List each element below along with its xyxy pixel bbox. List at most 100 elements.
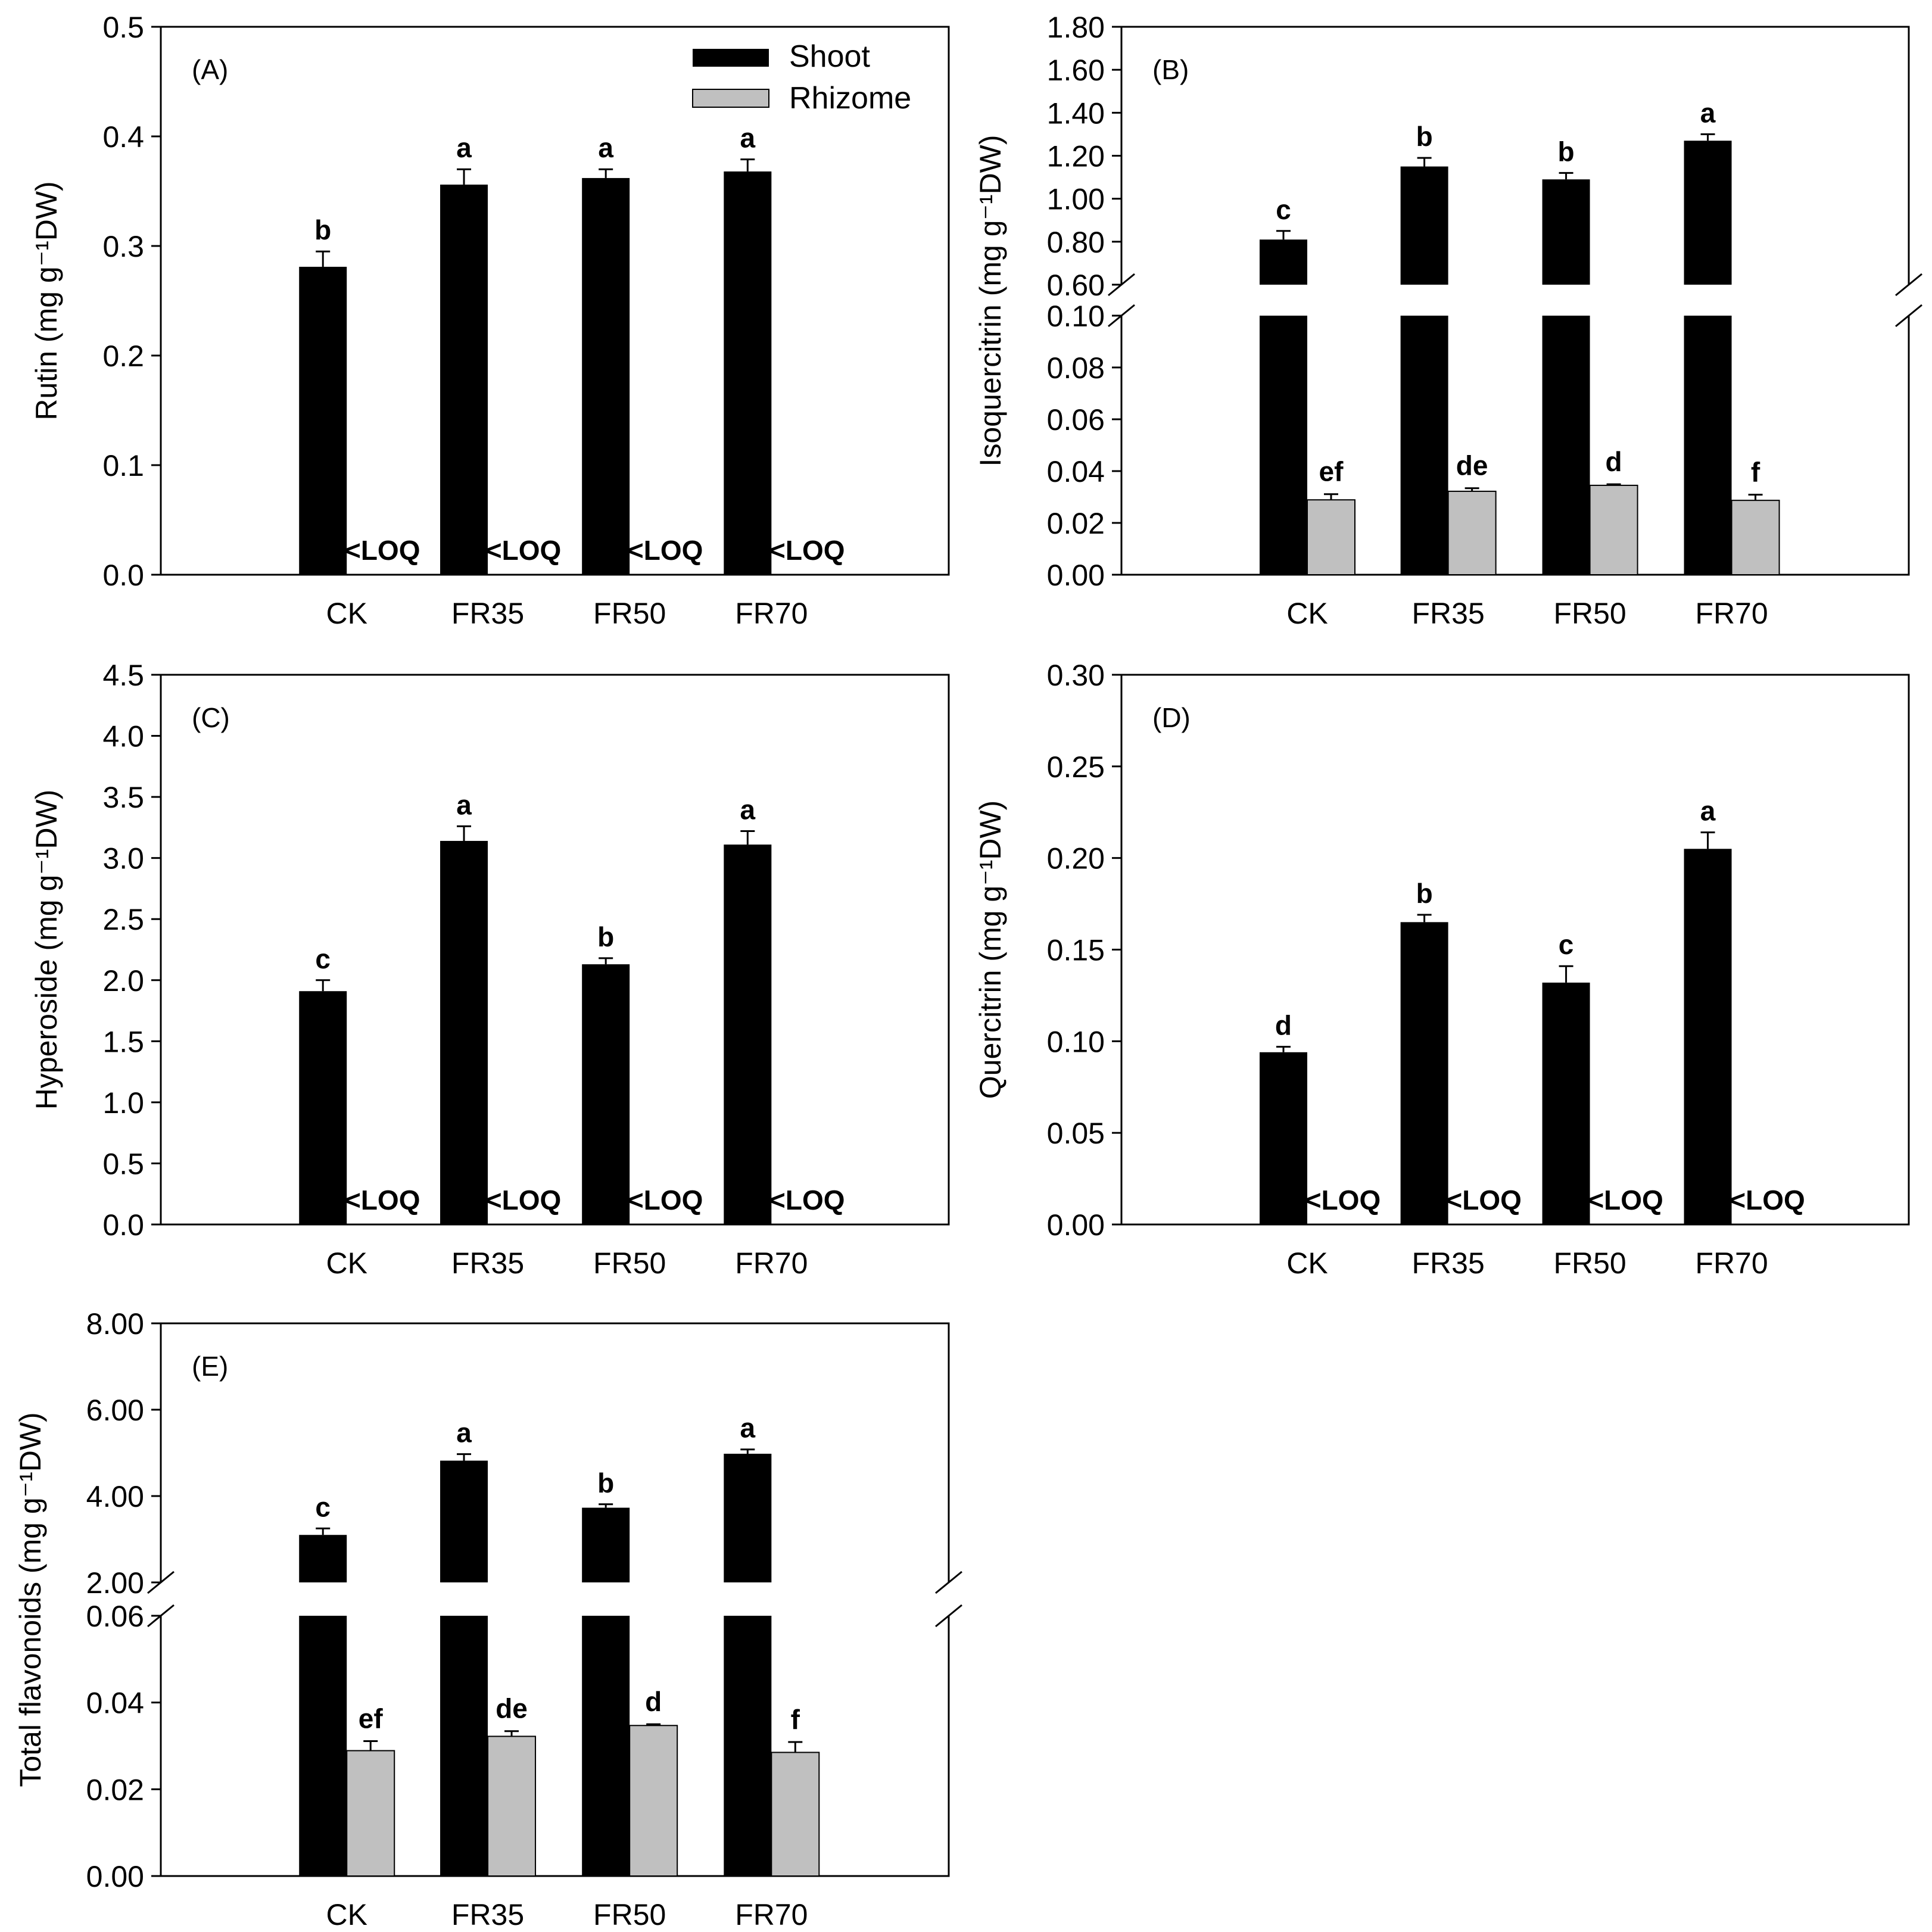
y-tick-label: 0.02 <box>1047 507 1105 540</box>
x-category-label: FR50 <box>593 1898 666 1931</box>
y-axis-title: Total flavonoids (mg g⁻¹DW) <box>14 1412 47 1787</box>
y-tick-label: 0.06 <box>1047 403 1105 437</box>
axis-break-mark-lower-1 <box>1895 304 1922 328</box>
y-tick-label: 0.5 <box>102 1147 144 1180</box>
significance-label-rhizome: d <box>1606 446 1622 477</box>
y-tick-label: 2.0 <box>102 964 144 998</box>
significance-label-shoot: c <box>1559 929 1574 960</box>
x-category-label: FR50 <box>593 1247 666 1280</box>
significance-label-shoot: b <box>597 1467 614 1498</box>
panel-0: 0.0 0.1 0.2 0.3 0.4 0.5 (A) Rutin (mg g⁻¹DW) CK b… <box>30 11 950 630</box>
bar-shoot <box>1684 849 1732 1224</box>
x-category-label: CK <box>326 1898 367 1931</box>
x-category-label: CK <box>326 1247 367 1280</box>
y-tick-label: 4.00 <box>86 1480 144 1513</box>
significance-label-shoot: c <box>1276 194 1291 225</box>
y-tick-label: 6.00 <box>86 1394 144 1427</box>
y-tick-label: 0.06 <box>86 1600 144 1633</box>
loq-label: <LOQ <box>769 535 845 566</box>
bar-rhizome <box>346 1750 395 1877</box>
significance-label-rhizome: ef <box>1319 456 1344 487</box>
bar-shoot <box>1259 316 1307 575</box>
legend-swatch-rhizome <box>692 89 769 108</box>
y-tick-label: 1.5 <box>102 1025 144 1058</box>
bar-shoot <box>582 177 630 575</box>
y-axis-title: Hyperoside (mg g⁻¹DW) <box>30 790 63 1110</box>
panel-3: 0.00 0.05 0.10 0.15 0.20 0.25 0.30 (D) Quercitri… <box>974 659 1910 1280</box>
bar-shoot <box>299 266 347 575</box>
significance-label-shoot: a <box>740 1413 756 1444</box>
significance-label-shoot: b <box>597 921 614 952</box>
y-tick-label: 0.1 <box>102 449 144 482</box>
significance-label-shoot: a <box>1700 796 1716 827</box>
y-tick-label: 1.60 <box>1047 54 1105 87</box>
x-category-label: FR70 <box>735 1247 808 1280</box>
loq-label: <LOQ <box>1305 1185 1381 1216</box>
y-tick-label: 0.00 <box>1047 559 1105 592</box>
bar-shoot <box>582 1507 630 1582</box>
y-axis-title: Rutin (mg g⁻¹DW) <box>30 181 63 420</box>
bar-shoot <box>724 1453 772 1582</box>
y-tick-label: 0.10 <box>1047 1025 1105 1058</box>
y-tick-label: 0.0 <box>102 1208 144 1242</box>
y-tick-label: 4.5 <box>102 659 144 692</box>
legend: Shoot Rhizome <box>692 39 911 116</box>
y-tick-label: 0.05 <box>1047 1117 1105 1150</box>
x-category-label: FR50 <box>593 597 666 630</box>
y-tick-label: 0.04 <box>1047 455 1105 488</box>
plot-frame <box>160 1322 950 1877</box>
bar-shoot <box>299 1616 347 1876</box>
significance-label-shoot: c <box>315 943 331 974</box>
loq-label: <LOQ <box>486 1185 562 1216</box>
y-tick-label: 0.25 <box>1047 750 1105 784</box>
x-category-label: FR35 <box>451 1898 524 1931</box>
bar-shoot <box>724 845 772 1224</box>
y-axis-title: Quercitrin (mg g⁻¹DW) <box>974 800 1007 1099</box>
panel-1: 0.00 0.02 0.04 0.06 0.08 0.100.60 0.80 1.00 1.20… <box>974 11 1922 630</box>
significance-label-shoot: d <box>1275 1010 1292 1041</box>
significance-label-rhizome: de <box>1456 450 1488 481</box>
x-category-label: FR50 <box>1553 1247 1626 1280</box>
loq-label: <LOQ <box>1588 1185 1663 1216</box>
bar-shoot <box>1400 166 1448 285</box>
axis-break-mark-upper-1 <box>935 1570 962 1594</box>
y-tick-label: 1.20 <box>1047 140 1105 173</box>
bar-rhizome <box>771 1752 820 1877</box>
bar-shoot <box>1684 316 1732 575</box>
significance-label-rhizome: f <box>1751 457 1760 488</box>
legend-swatch-shoot <box>693 49 769 67</box>
significance-label-shoot: a <box>456 132 472 163</box>
x-category-label: FR70 <box>1695 597 1768 630</box>
y-tick-label: 0.2 <box>102 339 144 373</box>
y-tick-label: 0.60 <box>1047 269 1105 302</box>
significance-label-shoot: a <box>598 132 613 163</box>
x-category-label: FR35 <box>1411 597 1484 630</box>
bar-shoot <box>1542 316 1590 575</box>
plot-frame <box>1120 674 1910 1226</box>
panel-label: (C) <box>192 702 230 733</box>
bar-shoot <box>1400 316 1448 575</box>
y-tick-label: 4.0 <box>102 720 144 753</box>
y-tick-label: 2.5 <box>102 903 144 936</box>
bar-shoot <box>1542 982 1590 1224</box>
significance-label-rhizome: de <box>496 1693 528 1724</box>
panel-4: 0.00 0.02 0.04 0.062.00 4.00 6.00 8.00 (E) Total… <box>14 1307 962 1931</box>
y-tick-label: 0.04 <box>86 1687 144 1720</box>
plot-frame <box>160 674 950 1226</box>
panel-2: 0.0 0.5 1.0 1.5 2.0 2.5 3.0 3.5 4.0 4.5 (C) Hyperos… <box>30 659 950 1280</box>
y-tick-label: 1.00 <box>1047 183 1105 216</box>
bar-shoot <box>440 840 488 1224</box>
y-tick-label: 0.0 <box>102 559 144 592</box>
loq-label: <LOQ <box>769 1185 845 1216</box>
bar-shoot <box>440 1616 488 1876</box>
bar-shoot <box>582 964 630 1224</box>
y-tick-label: 0.00 <box>1047 1208 1105 1242</box>
bar-shoot <box>299 991 347 1224</box>
x-category-label: FR50 <box>1553 597 1626 630</box>
y-tick-label: 2.00 <box>86 1566 144 1600</box>
bar-shoot <box>582 1616 630 1876</box>
bar-rhizome <box>1589 484 1638 575</box>
significance-label-rhizome: f <box>791 1704 800 1735</box>
x-category-label: FR35 <box>451 597 524 630</box>
y-tick-label: 0.20 <box>1047 842 1105 875</box>
